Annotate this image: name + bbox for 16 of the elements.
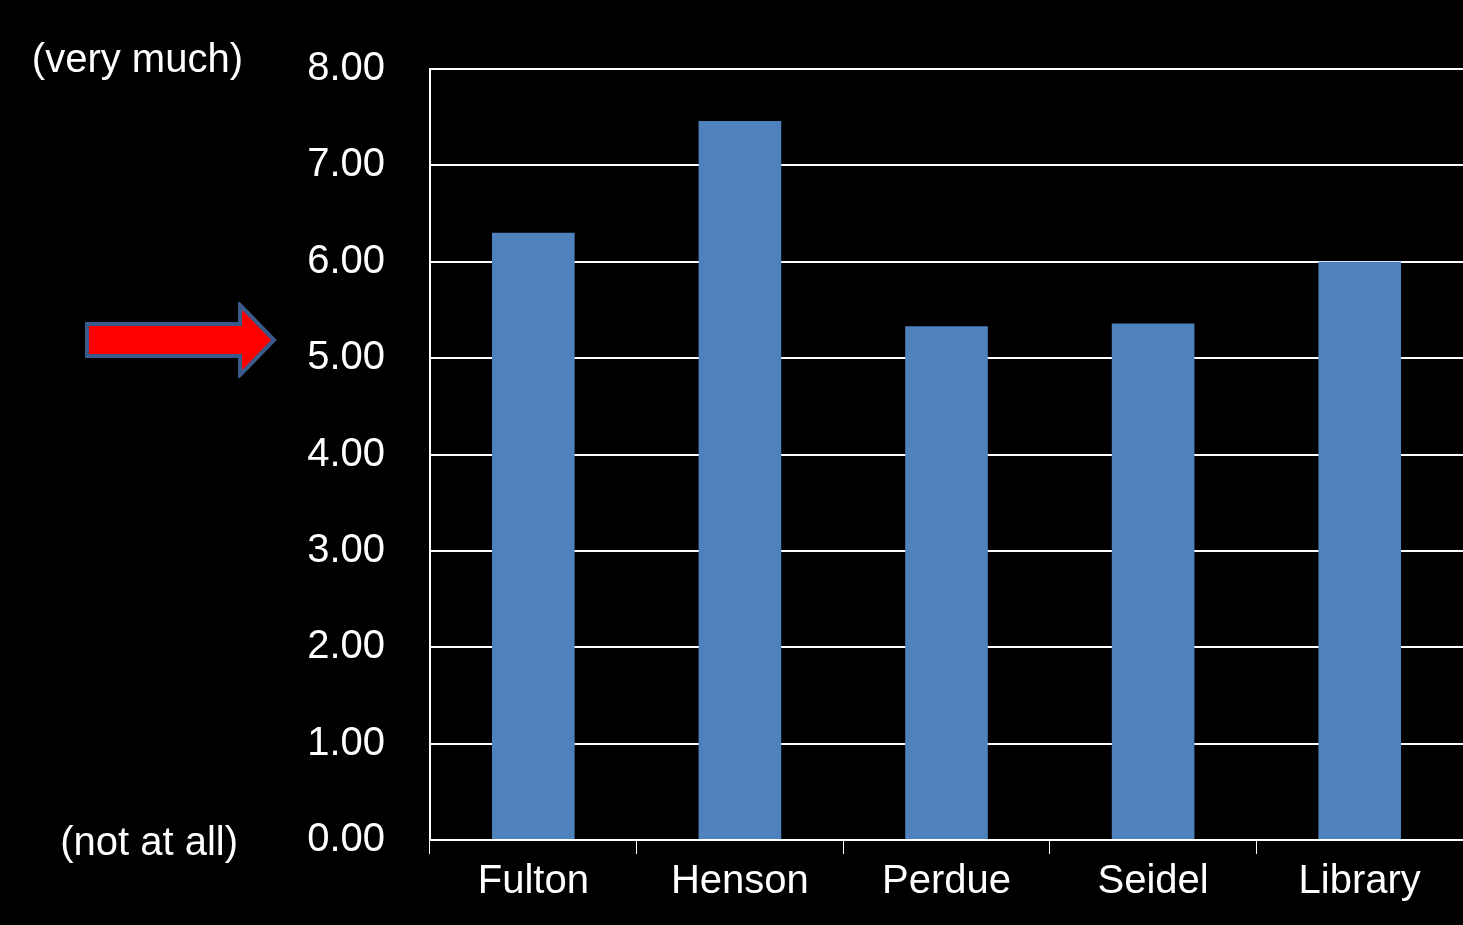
text: (not at all)	[60, 819, 238, 864]
y-tick-label: 6.00	[307, 236, 385, 281]
x-tick-label: Fulton	[477, 857, 589, 902]
x-tick-label: Perdue	[882, 857, 1011, 902]
x-tick-label: Henson	[670, 857, 809, 902]
y-tick-label: 2.00	[307, 622, 385, 667]
y-tick-label: 1.00	[307, 718, 385, 763]
y-tick-label: 8.00	[307, 44, 385, 89]
y-tick-label: 0.00	[307, 815, 385, 860]
y-tick-label: 7.00	[307, 140, 385, 185]
y-tick-label: 5.00	[307, 333, 385, 378]
y-tick-label: 4.00	[307, 429, 385, 474]
x-tick-label: Library	[1298, 857, 1421, 902]
y-tick-label: 3.00	[307, 525, 385, 570]
x-tick-label: Seidel	[1097, 857, 1209, 902]
text: (very much)	[31, 36, 243, 81]
